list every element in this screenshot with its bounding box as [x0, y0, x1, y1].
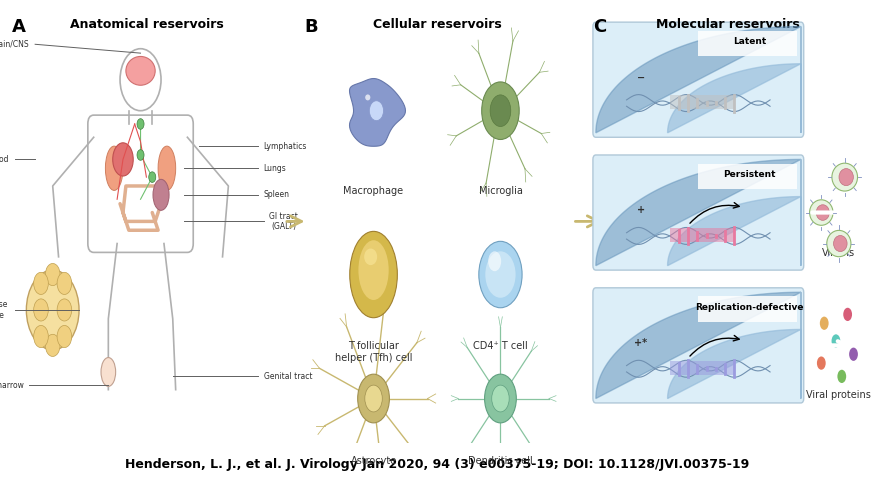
Text: Blood: Blood [0, 155, 9, 164]
Text: Henderson, L. J., et al. J. Virology Jan 2020, 94 (3) e00375-19; DOI: 10.1128/JV: Henderson, L. J., et al. J. Virology Jan… [125, 459, 749, 471]
Circle shape [820, 317, 829, 330]
Circle shape [45, 335, 60, 356]
Circle shape [34, 299, 48, 321]
Ellipse shape [827, 230, 851, 257]
FancyBboxPatch shape [593, 288, 804, 403]
Polygon shape [596, 292, 801, 399]
Text: Cellular reservoirs: Cellular reservoirs [372, 18, 502, 31]
Ellipse shape [126, 57, 156, 85]
Text: Astrocyte: Astrocyte [350, 456, 397, 466]
FancyBboxPatch shape [669, 95, 734, 109]
Text: Adipose
tissue: Adipose tissue [0, 300, 9, 320]
Text: Brain/CNS: Brain/CNS [0, 40, 30, 49]
FancyBboxPatch shape [698, 297, 797, 322]
Circle shape [837, 370, 846, 383]
Text: Lymphatics: Lymphatics [264, 142, 307, 151]
Circle shape [482, 82, 519, 139]
Circle shape [149, 172, 156, 183]
Text: Microglia: Microglia [478, 186, 523, 196]
FancyBboxPatch shape [593, 155, 804, 270]
Circle shape [817, 356, 826, 370]
Text: Molecular reservoirs: Molecular reservoirs [656, 18, 800, 31]
Text: Anatomical reservoirs: Anatomical reservoirs [70, 18, 223, 31]
Text: CD4⁺ T cell: CD4⁺ T cell [473, 341, 528, 351]
FancyBboxPatch shape [698, 31, 797, 56]
Polygon shape [668, 330, 801, 399]
Polygon shape [668, 197, 801, 266]
Text: Dendritic cell: Dendritic cell [468, 456, 533, 466]
Ellipse shape [101, 358, 115, 386]
Circle shape [492, 385, 510, 412]
Text: Macrophage: Macrophage [343, 186, 404, 196]
Circle shape [34, 326, 48, 347]
Text: −: − [637, 73, 645, 83]
Circle shape [485, 251, 516, 298]
Ellipse shape [832, 163, 857, 191]
Text: Bone marrow: Bone marrow [0, 381, 24, 390]
Text: Latent: Latent [733, 37, 766, 46]
Polygon shape [668, 64, 801, 133]
FancyBboxPatch shape [593, 22, 804, 137]
Ellipse shape [158, 146, 176, 190]
Circle shape [57, 272, 72, 294]
Text: +: + [637, 206, 645, 215]
Ellipse shape [113, 143, 133, 176]
Text: Persistent: Persistent [724, 170, 776, 179]
Ellipse shape [106, 146, 123, 190]
Ellipse shape [365, 94, 371, 100]
Polygon shape [350, 79, 406, 146]
Circle shape [490, 95, 510, 126]
Circle shape [137, 150, 144, 160]
Text: GI tract
(GALT): GI tract (GALT) [269, 212, 298, 231]
Ellipse shape [153, 179, 169, 210]
Ellipse shape [370, 101, 384, 121]
Text: Replication-defective: Replication-defective [696, 303, 804, 311]
Ellipse shape [350, 231, 398, 318]
Circle shape [364, 385, 382, 412]
Polygon shape [596, 159, 801, 266]
FancyBboxPatch shape [669, 228, 734, 242]
Ellipse shape [816, 205, 829, 220]
Polygon shape [596, 27, 801, 133]
Ellipse shape [834, 236, 847, 251]
Circle shape [45, 264, 60, 285]
Ellipse shape [364, 248, 378, 265]
Ellipse shape [839, 169, 853, 185]
Circle shape [484, 374, 517, 423]
Text: Viral proteins: Viral proteins [807, 390, 871, 400]
Circle shape [843, 308, 852, 321]
Circle shape [479, 241, 522, 308]
Text: Lungs: Lungs [264, 164, 287, 173]
Ellipse shape [358, 240, 389, 300]
Circle shape [489, 251, 501, 271]
Text: T follicular
helper (Tfh) cell: T follicular helper (Tfh) cell [335, 341, 413, 363]
Circle shape [57, 326, 72, 347]
Text: +*: +* [635, 338, 648, 348]
Text: Genital tract: Genital tract [264, 372, 312, 381]
Circle shape [57, 299, 72, 321]
Circle shape [831, 335, 840, 347]
FancyBboxPatch shape [669, 361, 734, 375]
FancyBboxPatch shape [698, 164, 797, 189]
Circle shape [34, 272, 48, 294]
Circle shape [357, 374, 390, 423]
Text: A: A [11, 18, 25, 36]
Text: Virions: Virions [822, 248, 856, 258]
Ellipse shape [809, 200, 833, 225]
Circle shape [26, 270, 79, 350]
Circle shape [850, 347, 858, 361]
Text: Spleen: Spleen [264, 190, 289, 199]
Circle shape [137, 119, 144, 129]
Text: B: B [304, 18, 318, 36]
Text: C: C [593, 18, 607, 36]
